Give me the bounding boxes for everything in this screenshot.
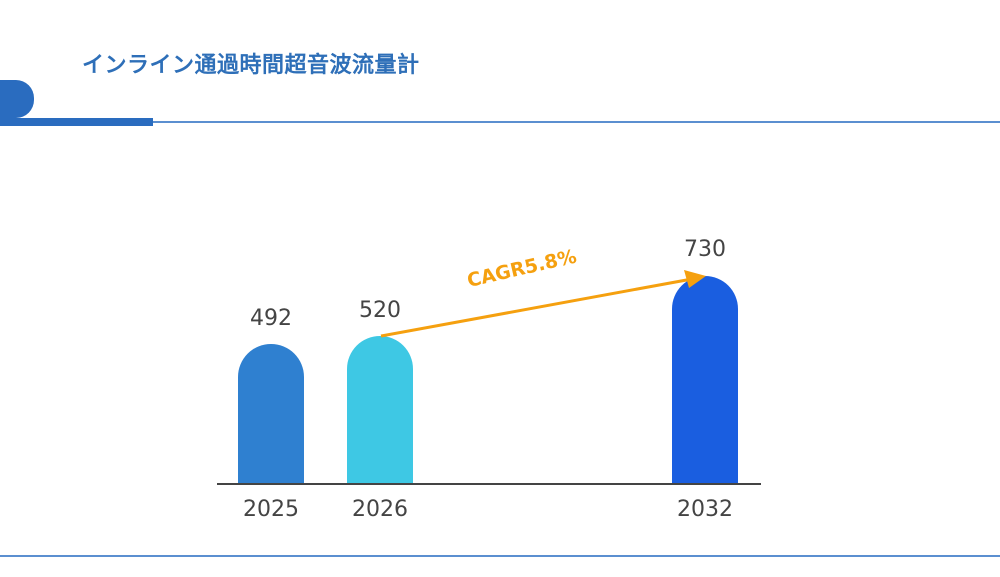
x-axis-line bbox=[217, 483, 761, 485]
header-divider bbox=[153, 121, 1000, 123]
category-label-2025: 2025 bbox=[243, 497, 299, 522]
footer-divider bbox=[0, 555, 1000, 557]
value-label-2032: 730 bbox=[684, 237, 726, 262]
value-label-2026: 520 bbox=[359, 298, 401, 323]
header-tab-bar bbox=[0, 118, 153, 126]
category-label-2032: 2032 bbox=[677, 497, 733, 522]
value-label-2025: 492 bbox=[250, 306, 292, 331]
page-title: インライン通過時間超音波流量計 bbox=[82, 53, 420, 78]
category-label-2026: 2026 bbox=[352, 497, 408, 522]
bar-2025 bbox=[238, 344, 304, 484]
bar-2026 bbox=[347, 336, 413, 484]
bar-2032 bbox=[672, 276, 738, 484]
header-tab-decoration bbox=[0, 80, 34, 118]
